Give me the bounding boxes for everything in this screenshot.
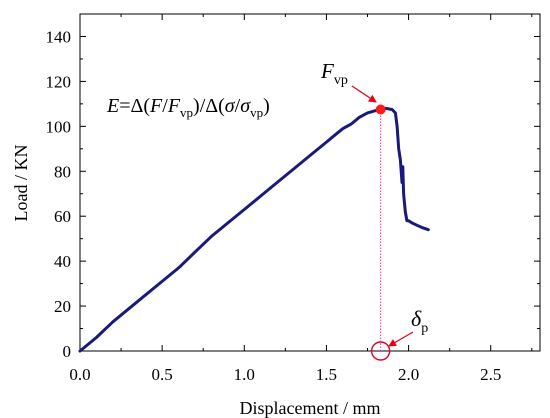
eq-mid: )/Δ(	[193, 95, 225, 117]
y-tick-label: 60	[54, 207, 71, 226]
peak-load-point	[375, 104, 386, 115]
y-tick-label: 120	[46, 72, 72, 91]
y-axis-title: Load / KN	[11, 145, 31, 222]
eq-slash-2: /	[235, 95, 241, 117]
eq-lhs: E	[106, 95, 119, 117]
eq-f1: F	[149, 95, 163, 117]
disp-label-arrow	[388, 331, 414, 347]
load-displacement-curve	[78, 106, 430, 353]
peak-label-sub: vp	[334, 73, 348, 88]
x-axis-title: Displacement / mm	[240, 398, 381, 418]
y-tick-label: 140	[46, 27, 72, 46]
x-tick-label: 0.5	[152, 365, 173, 384]
eq-open-1: Δ(	[131, 95, 151, 117]
peak-displacement-marker	[370, 341, 391, 361]
eq-sub-2: vp	[250, 105, 263, 120]
y-tick-label: 100	[46, 117, 72, 136]
x-tick-label: 1.5	[316, 365, 337, 384]
eq-s2: σ	[240, 95, 251, 117]
y-tick-label: 80	[54, 162, 71, 181]
y-axis-ticks: 0 20 40 60 80 100 120 140	[46, 13, 540, 361]
eq-equals: =	[119, 95, 130, 117]
y-tick-label: 0	[63, 342, 72, 361]
peak-label-arrow	[351, 85, 377, 103]
eq-f2: F	[167, 95, 181, 117]
eq-s1: σ	[225, 95, 236, 117]
eq-slash-1: /	[162, 95, 168, 117]
y-tick-label: 20	[54, 297, 71, 316]
equation-annotation: E=Δ(F/Fvp)/Δ(σ/σvp)	[106, 95, 270, 120]
disp-label-sub: p	[421, 321, 428, 336]
eq-close: )	[263, 95, 270, 117]
x-tick-label: 0.0	[69, 365, 90, 384]
eq-sub-1: vp	[180, 105, 193, 120]
x-tick-label: 1.0	[234, 365, 255, 384]
disp-label-symbol: δ	[411, 306, 422, 331]
peak-displacement-label: δp	[411, 306, 428, 336]
x-tick-label: 2.5	[480, 365, 501, 384]
y-tick-label: 40	[54, 252, 71, 271]
peak-label-symbol: F	[320, 59, 334, 83]
peak-load-label: Fvp	[320, 59, 348, 88]
plot-frame	[79, 13, 541, 352]
x-axis-ticks: 0.0 0.5 1.0 1.5 2.0 2.5	[69, 14, 533, 384]
x-tick-label: 2.0	[398, 365, 419, 384]
